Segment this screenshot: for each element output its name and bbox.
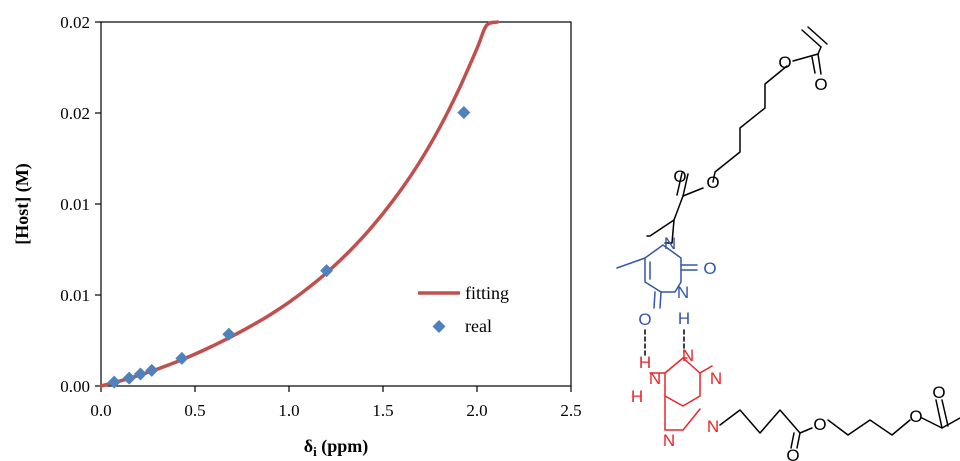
adenine-h1-label: H [639,353,651,372]
adenine-n3 [699,365,713,374]
thymine [616,244,698,309]
thymine-o4-label: O [638,310,651,329]
acrylate2-o-ether-label: O [909,407,922,426]
x-axis-title-main: δ [304,436,313,456]
y-tick-label-0: 0.00 [60,377,90,396]
x-tick-label-0: 0.0 [90,401,111,420]
propanoyl-to-n [664,219,675,244]
adenine-n9-label: N [707,417,719,436]
adenine-nh-label: N [649,369,661,388]
propyl-link-1 [646,219,675,237]
real-point [175,351,189,365]
fitting-curve [99,20,500,388]
ester2-o-ether-label: O [813,415,826,434]
vinyl-double-bond [801,26,828,48]
real-point [222,327,236,341]
butyl-chain-2 [827,419,911,436]
thymine-h3-label: H [678,309,690,328]
x-tick-label-4: 2.0 [466,401,487,420]
ester1-chain [673,187,704,221]
thymine-ring [644,244,682,293]
thymine-n3-label: N [677,283,689,302]
real-markers [107,105,471,389]
adenine-n3-label: N [710,369,722,388]
x-axis-title: δi (ppm) [304,436,368,459]
thymine-n1-label: N [664,234,676,253]
bottom-linker [719,399,960,449]
legend-real-label: real [465,316,492,336]
chart: 0.0 0.5 1.0 1.5 2.0 2.5 0.00 0.01 0.01 0… [12,13,582,459]
real-point [107,375,121,389]
adenine-n7-label: N [663,431,675,450]
acrylate2-co-double [935,399,949,429]
acrylate1-co-double [811,53,822,75]
thymine-c4o-double [653,291,662,309]
x-tick-label-5: 2.5 [560,401,581,420]
adenine-five-ring [664,395,701,431]
x-tick-marks [100,386,572,392]
thymine-c2o-double [680,264,698,271]
y-tick-marks [95,21,101,387]
carbonyl-c [792,53,819,62]
butyl-chain-1 [712,65,788,183]
plot-frame [100,21,572,387]
x-tick-label-1: 0.5 [184,401,205,420]
real-point [122,371,136,385]
hydrogen-bonds [644,329,685,357]
molecule-structure [616,26,960,449]
ester2-bond [799,427,813,434]
legend-fitting-label: fitting [465,283,509,303]
adenine-h2-label: H [631,387,643,406]
adenine-six-ring [664,357,701,407]
adenine-n1-label: N [682,346,694,365]
y-tick-label-2: 0.01 [60,195,90,214]
acrylate1-o-ether-label: O [778,53,791,72]
acrylate2-o-carbonyl-label: O [932,383,945,402]
real-point [145,363,159,377]
x-axis-title-unit: (ppm) [317,436,369,457]
ester1-o-carbonyl-label: O [673,167,686,186]
y-axis-title: [Host] (M) [12,163,33,244]
ester1-o-ether-label: O [706,173,719,192]
top-acrylate-linker [646,26,828,244]
x-axis-title-sub: i [313,444,317,459]
y-tick-label-3: 0.02 [60,104,90,123]
thymine-o2-label: O [703,259,716,278]
x-tick-label-2: 1.0 [278,401,299,420]
real-point [457,105,471,119]
x-tick-label-3: 1.5 [372,401,393,420]
atom-labels: O O O O N O N H O H N N H N N N O O O O [631,53,946,461]
ester1-co-double [676,172,689,197]
real-point [320,264,334,278]
y-tick-label-1: 0.01 [60,286,90,305]
real-point [133,367,147,381]
legend-real-swatch [432,320,446,333]
ester2-co-double [790,432,801,449]
propyl-chain-2 [719,409,801,434]
acrylate1-o-carbonyl-label: O [814,75,827,94]
ester2-o-carbonyl-label: O [786,446,799,461]
legend: fitting real [418,283,509,336]
adenine [649,357,713,431]
thymine-methyl [616,257,646,269]
vinyl-to-carbonyl [817,46,822,55]
y-tick-label-4: 0.02 [60,13,90,32]
